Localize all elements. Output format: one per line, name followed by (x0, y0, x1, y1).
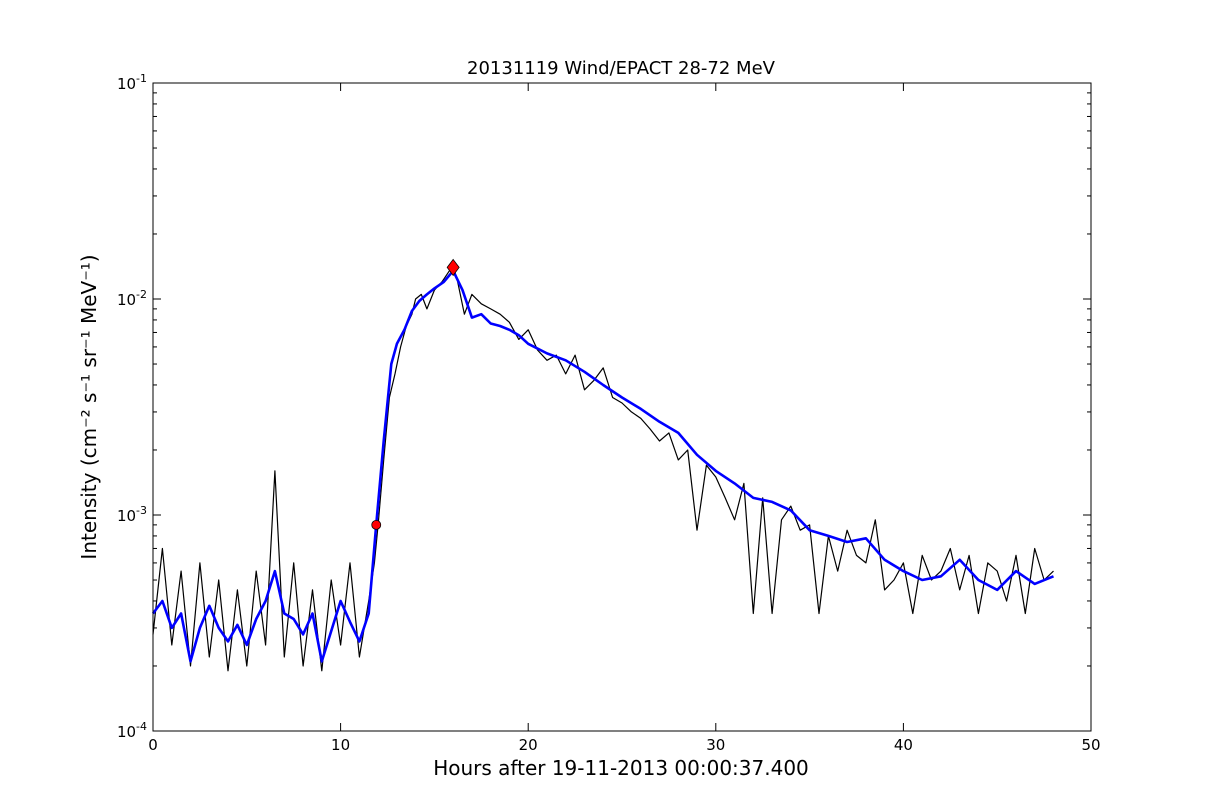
plot-area: 0 10 20 30 40 50 10-4 10-3 10-2 10-1 (117, 72, 1101, 754)
x-tick-label: 40 (894, 736, 913, 754)
x-tick-label: 50 (1081, 736, 1100, 754)
peak-marker (446, 258, 460, 277)
y-tick-label: 10-4 (117, 720, 147, 741)
onset-marker (371, 519, 382, 530)
plot-frame (152, 82, 1092, 732)
x-tick-label: 30 (706, 736, 725, 754)
y-tick-label: 10-1 (117, 72, 147, 93)
y-tick-label: 10-2 (117, 288, 147, 309)
y-axis-title: Intensity (cm⁻² s⁻¹ sr⁻¹ MeV⁻¹) (77, 254, 101, 559)
chart-title: 20131119 Wind/EPACT 28-72 MeV (467, 58, 776, 79)
series-line-1 (151, 269, 1054, 663)
x-axis-title: Hours after 19-11-2013 00:00:37.400 (433, 756, 809, 780)
y-tick-label: 10-3 (117, 504, 147, 525)
x-tick-label: 20 (519, 736, 538, 754)
x-tick-label: 0 (148, 736, 158, 754)
x-tick-label: 10 (331, 736, 350, 754)
